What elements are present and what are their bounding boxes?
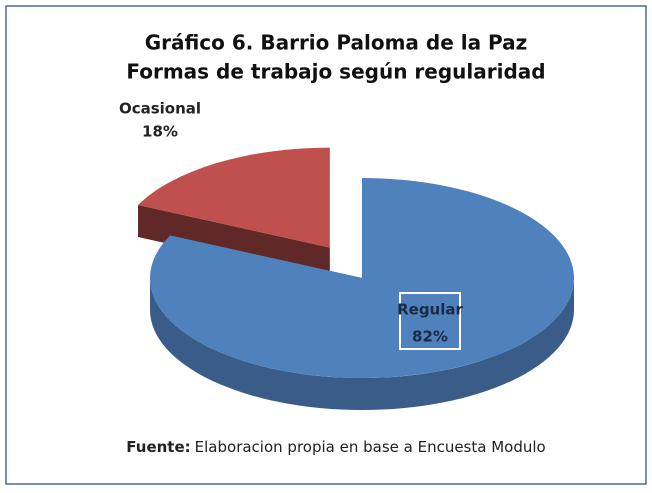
slice: [138, 147, 330, 248]
label-box: [399, 292, 461, 350]
chart-subtitle: Formas de trabajo según regularidad: [126, 60, 545, 84]
source: Fuente: Elaboracion propia en base a Encu…: [126, 438, 545, 456]
value-label: 82%: [412, 328, 448, 346]
category-label: Regular: [397, 301, 463, 319]
chart-title: Gráfico 6. Barrio Paloma de la Paz: [145, 31, 528, 55]
category-label: Ocasional: [119, 100, 201, 118]
slice-side: [150, 278, 574, 410]
source-text: Elaboracion propia en base a Encuesta Mo…: [195, 438, 546, 456]
source-label: Fuente:: [126, 438, 190, 456]
pie: [138, 147, 575, 410]
value-label: 18%: [142, 123, 178, 141]
slice: [149, 178, 575, 378]
